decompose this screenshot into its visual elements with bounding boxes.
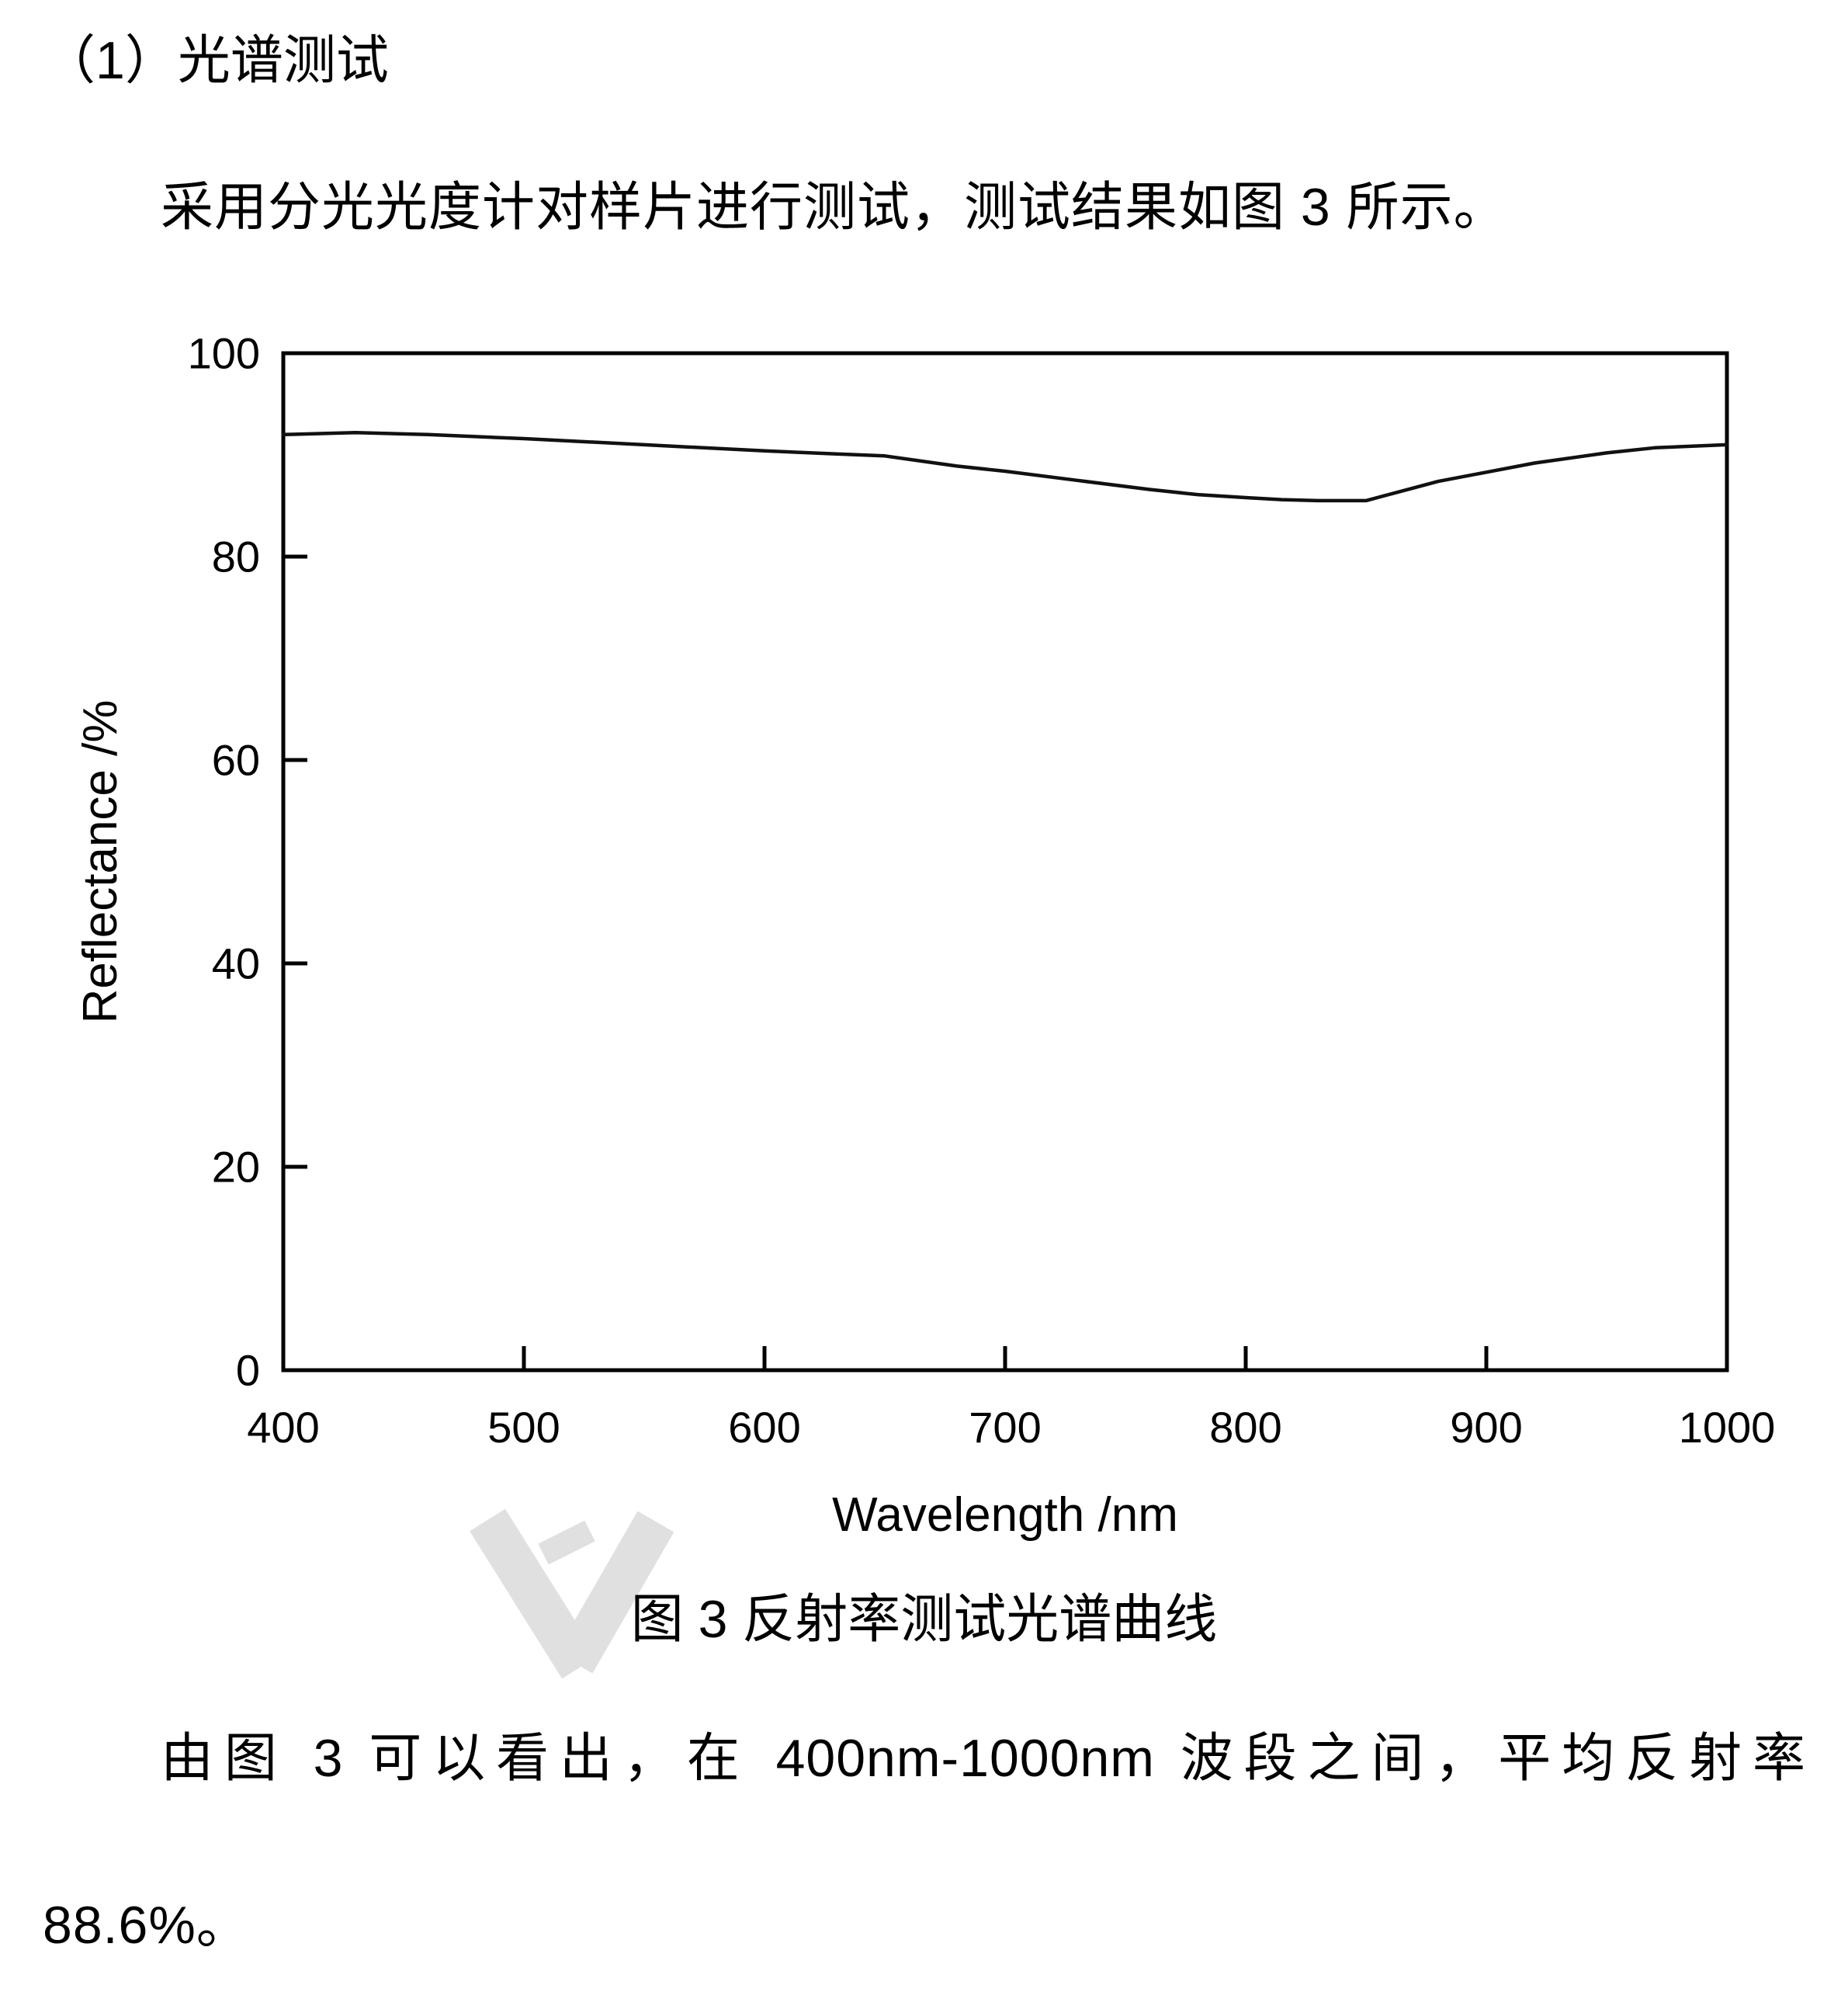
y-axis-ticks [283,554,307,1169]
section-heading: （1）光谱测试 [43,31,389,90]
plot-border [281,351,1729,1373]
y-tick-label: 60 [212,736,260,785]
x-tick-label: 700 [969,1403,1041,1452]
y-tick-label: 0 [236,1346,260,1395]
paragraph-result: 由图 3 可以看出，在 400nm-1000nm 波段之间，平均反射率 88.6… [43,1729,1806,1955]
y-tick-label: 80 [212,533,260,581]
reflectance-curve [281,430,1729,503]
figure-caption: 图 3 反射率测试光谱曲线 [630,1590,1218,1649]
x-tick-label: 800 [1209,1403,1281,1452]
x-tick-label: 500 [487,1403,560,1452]
x-tick-label: 600 [728,1403,800,1452]
paragraph-method: 采用分光光度计对样片进行测试，测试结果如图 3 所示。 [161,178,1507,237]
x-axis-ticks [522,1346,1489,1370]
y-tick-label: 100 [188,329,260,378]
y-tick-label: 20 [212,1143,260,1192]
checkmark-logo-watermark-icon [470,1508,674,1679]
x-tick-label: 400 [247,1403,319,1452]
x-tick-label: 1000 [1679,1403,1776,1452]
y-tick-label: 40 [212,939,260,988]
y-axis-title: Reflectance /% [74,700,127,1024]
x-tick-label: 900 [1450,1403,1522,1452]
x-axis-title: Wavelength /nm [832,1488,1178,1542]
reflectance-chart: 100 80 60 40 20 0 400 500 600 700 800 90… [74,329,1776,1679]
figure-3: 100 80 60 40 20 0 400 500 600 700 800 90… [0,326,1848,1692]
